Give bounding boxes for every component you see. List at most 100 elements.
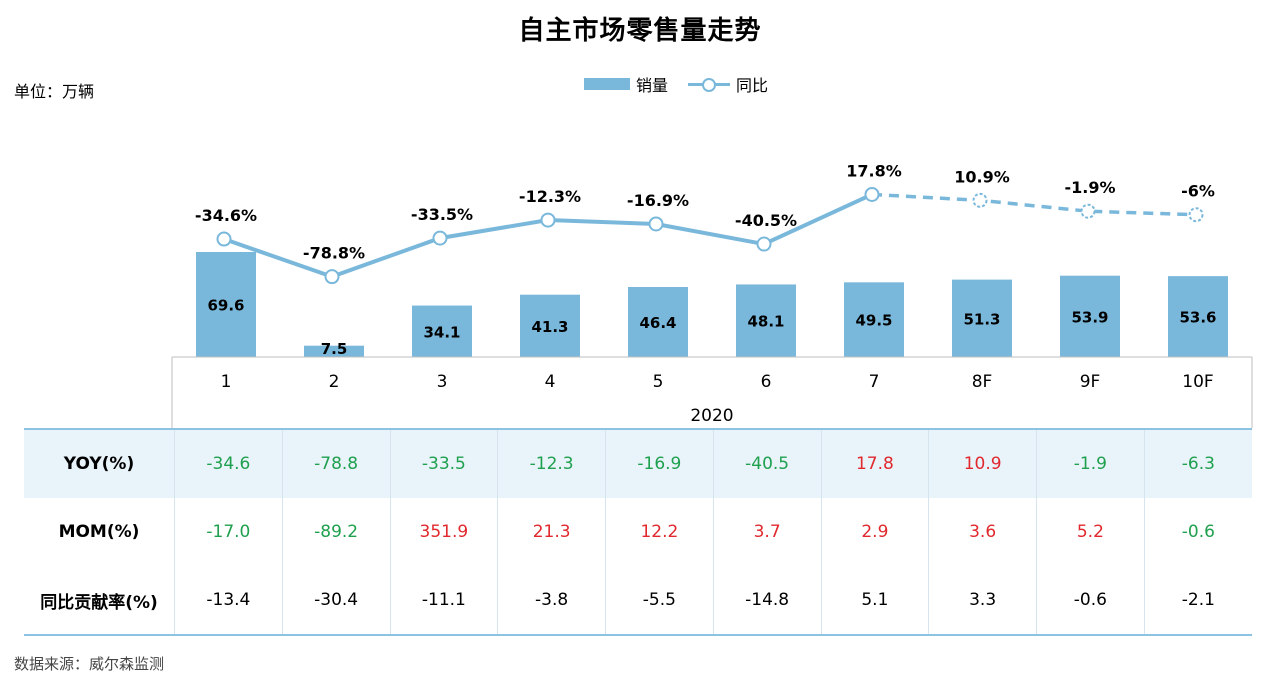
yoy-value-label: 10.9%: [954, 167, 1010, 186]
table-cell: -11.1: [390, 566, 499, 636]
table-cell: 2.9: [821, 498, 930, 566]
table-cell: -17.0: [174, 498, 283, 566]
table-body: YOY(%) -34.6 -78.8 -33.5 -12.3 -16.9 -40.5 17.8…: [24, 428, 1252, 636]
yoy-value-label: -16.9%: [627, 191, 689, 210]
yoy-point-7: [864, 186, 880, 202]
legend-line-swatch: [688, 78, 731, 92]
x-tick-label: 9F: [1080, 372, 1101, 392]
yoy-point-8F: [972, 192, 988, 208]
bar-value-label: 7.5: [321, 340, 348, 358]
yoy-value-label: -78.8%: [303, 244, 365, 263]
yoy-value-label: -1.9%: [1064, 178, 1115, 197]
table-cell: 3.3: [928, 566, 1037, 636]
x-tick-label: 10F: [1182, 372, 1213, 392]
legend: 销量 同比: [584, 73, 768, 95]
unit-label: 单位：万辆: [14, 82, 95, 101]
table-cell: -30.4: [282, 566, 391, 636]
table-cell: 5.1: [821, 566, 930, 636]
table-cell: 12.2: [605, 498, 714, 566]
chart-title: 自主市场零售量走势: [518, 16, 762, 46]
table-cell: -6.3: [1144, 428, 1252, 498]
row-label: MOM(%): [24, 498, 175, 566]
yoy-value-label: -12.3%: [519, 187, 581, 206]
table-row: 同比贡献率(%) -13.4 -30.4 -11.1 -3.8 -5.5 -14.8 5.1 3…: [24, 566, 1252, 636]
bar-7: [844, 282, 904, 357]
yoy-point-5: [648, 216, 664, 232]
table-row: MOM(%) -17.0 -89.2 351.9 21.3 12.2 3.7 2.9 3.6 5.…: [24, 498, 1252, 566]
yoy-value-label: -33.5%: [411, 205, 473, 224]
yoy-line-actual: [223, 192, 873, 279]
yoy-value-label: 17.8%: [846, 161, 902, 180]
bar-value-label: 48.1: [747, 313, 784, 331]
yoy-value-label: -34.6%: [195, 206, 257, 225]
legend-line-label: 同比: [736, 76, 769, 95]
table-cell: 5.2: [1036, 498, 1145, 566]
x-tick-label: 4: [545, 372, 556, 392]
x-tick-label: 7: [869, 372, 880, 392]
table-cell: 10.9: [928, 428, 1037, 498]
table-cell: -14.8: [713, 566, 822, 636]
row-label: 同比贡献率(%): [24, 566, 175, 636]
table-cell: -33.5: [390, 428, 499, 498]
bar-5: [628, 287, 688, 357]
x-tick-label: 8F: [972, 372, 993, 392]
table-cell: -5.5: [605, 566, 714, 636]
yoy-value-label: -6%: [1181, 182, 1215, 201]
x-tick-label: 6: [761, 372, 772, 392]
x-tick-label: 1: [221, 372, 232, 392]
x-tick-label: 5: [653, 372, 664, 392]
table-cell: -13.4: [174, 566, 283, 636]
yoy-value-label: -40.5%: [735, 211, 797, 230]
yoy-point-4: [540, 212, 556, 228]
table-cell: 3.6: [928, 498, 1037, 566]
x-group-label: 2020: [690, 406, 733, 426]
table-cell: -1.9: [1036, 428, 1145, 498]
yoy-point-3: [432, 230, 448, 246]
table-cell: -34.6: [174, 428, 283, 498]
bar-10F: [1168, 276, 1228, 357]
bar-8F: [952, 279, 1012, 357]
x-tick-label: 3: [437, 372, 448, 392]
bar-value-label: 53.9: [1071, 308, 1108, 326]
table-cell: 3.7: [713, 498, 822, 566]
yoy-point-2: [324, 269, 340, 285]
yoy-point-10F: [1188, 207, 1204, 223]
yoy-point-6: [756, 236, 772, 252]
table-cell: -0.6: [1181, 522, 1215, 542]
source-label: 数据来源：威尔森监测: [14, 655, 165, 673]
table-cell: -78.8: [282, 428, 391, 498]
x-tick-label: 2: [329, 372, 340, 392]
table-cell: -40.5: [713, 428, 822, 498]
table-cell: -16.9: [605, 428, 714, 498]
bar-3: [412, 305, 472, 357]
bar-value-label: 41.3: [531, 318, 568, 336]
yoy-point-9F: [1080, 203, 1096, 219]
bar-value-label: 69.6: [207, 297, 244, 315]
chart-plot: 69.6 7.5 34.1 41.3 46.4 48.1 49.5 51.3 53.9 53.6 1…: [171, 161, 1253, 428]
table-row: YOY(%) -34.6 -78.8 -33.5 -12.3 -16.9 -40.5 17.8…: [24, 428, 1252, 498]
table-cell: -2.1: [1144, 566, 1252, 636]
row-label: YOY(%): [24, 428, 175, 498]
table-cell: -12.3: [497, 428, 606, 498]
table-cell: 21.3: [497, 498, 606, 566]
bar-9F: [1060, 275, 1120, 357]
bar-6: [736, 284, 796, 357]
table-cell: -89.2: [282, 498, 391, 566]
yoy-point-1: [216, 231, 232, 247]
table-cell: 17.8: [821, 428, 930, 498]
bar-2: [304, 345, 364, 357]
data-table: YOY(%) -34.6 -78.8 -33.5 -12.3 -16.9 -40.5 17.8…: [24, 428, 1252, 636]
table-cell: -3.8: [497, 566, 606, 636]
bar-value-label: 51.3: [963, 310, 1000, 328]
legend-bar-label: 销量: [636, 76, 669, 95]
table-cell: -0.6: [1036, 566, 1145, 636]
bar-value-label: 34.1: [423, 323, 460, 341]
legend-bar-swatch: [584, 78, 630, 90]
bar-value-label: 49.5: [855, 312, 892, 330]
bar-4: [520, 294, 580, 357]
table-cell: 351.9: [390, 498, 499, 566]
bar-1: [196, 252, 256, 357]
bar-value-label: 53.6: [1179, 309, 1216, 327]
bar-value-label: 46.4: [639, 314, 676, 332]
yoy-line-forecast: [871, 192, 1197, 217]
